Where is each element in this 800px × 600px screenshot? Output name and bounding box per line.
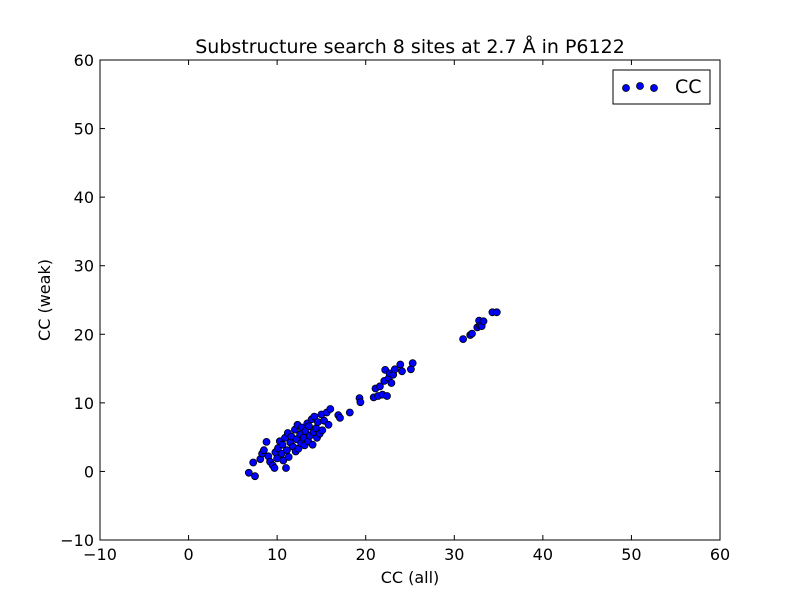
data-point bbox=[383, 392, 391, 400]
x-tick-label: 10 bbox=[267, 545, 287, 564]
data-point bbox=[387, 379, 396, 387]
data-point bbox=[459, 335, 468, 344]
data-point bbox=[396, 360, 405, 369]
x-tick-label: 20 bbox=[356, 545, 376, 564]
data-point bbox=[279, 456, 288, 465]
data-point bbox=[284, 453, 293, 461]
x-tick-label: 30 bbox=[444, 545, 464, 564]
data-point bbox=[278, 440, 287, 449]
axis-ticks: −10 0 10 20 30 40 50 60 −10 0 10 20 30 40 50 60 bbox=[60, 51, 730, 564]
data-point bbox=[375, 382, 384, 391]
data-point bbox=[259, 446, 268, 455]
y-tick-label: −10 bbox=[60, 531, 94, 550]
y-tick-label: 60 bbox=[74, 51, 94, 70]
data-point bbox=[308, 440, 317, 449]
data-point bbox=[244, 468, 253, 477]
plot-area bbox=[100, 60, 720, 540]
legend-label: CC bbox=[675, 76, 702, 98]
data-point bbox=[390, 365, 399, 374]
data-point bbox=[398, 367, 406, 376]
chart-title: Substructure search 8 sites at 2.7 Å in … bbox=[195, 35, 625, 58]
plot-frame bbox=[99, 59, 721, 541]
data-point bbox=[270, 464, 279, 472]
y-axis-title: CC (weak) bbox=[35, 259, 54, 341]
data-point bbox=[479, 317, 488, 326]
data-point bbox=[326, 405, 335, 413]
data-point bbox=[318, 426, 327, 435]
data-point bbox=[262, 437, 271, 446]
data-point bbox=[336, 413, 344, 422]
data-point bbox=[305, 422, 313, 431]
data-points bbox=[244, 308, 501, 481]
y-tick-label: 10 bbox=[74, 394, 94, 413]
y-tick-label: 50 bbox=[74, 120, 94, 139]
x-tick-label: −10 bbox=[83, 545, 117, 564]
data-point bbox=[310, 412, 319, 421]
y-tick-label: 0 bbox=[84, 462, 94, 481]
data-point bbox=[282, 464, 290, 472]
y-tick-label: 40 bbox=[74, 188, 94, 207]
x-tick-label: 50 bbox=[621, 545, 641, 564]
data-point bbox=[249, 458, 258, 467]
data-point bbox=[492, 308, 501, 317]
legend: CC bbox=[612, 69, 711, 105]
x-tick-label: 60 bbox=[710, 545, 730, 564]
data-point bbox=[356, 398, 365, 407]
legend-marker bbox=[622, 84, 630, 92]
data-point bbox=[345, 408, 354, 417]
x-axis-title: CC (all) bbox=[381, 568, 440, 587]
data-point bbox=[251, 472, 259, 481]
legend-marker bbox=[650, 84, 658, 92]
data-point bbox=[408, 359, 417, 368]
data-point bbox=[324, 420, 333, 429]
x-tick-label: 40 bbox=[533, 545, 553, 564]
legend-marker bbox=[636, 82, 644, 90]
y-tick-label: 20 bbox=[74, 325, 94, 344]
data-point bbox=[468, 329, 476, 338]
x-tick-label: 0 bbox=[183, 545, 193, 564]
y-tick-label: 30 bbox=[74, 257, 94, 276]
